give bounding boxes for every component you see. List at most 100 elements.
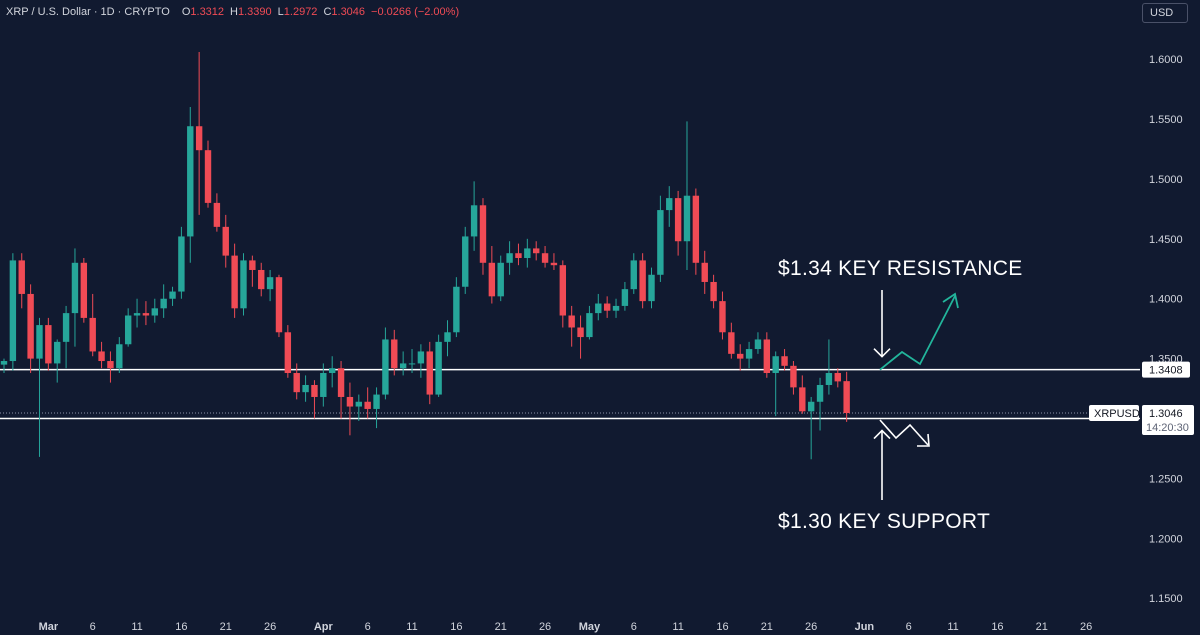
candle-body	[577, 327, 584, 338]
candle	[550, 253, 558, 270]
candles	[0, 51, 850, 460]
candle	[763, 332, 771, 378]
candle-body	[515, 253, 522, 259]
candle-body	[586, 313, 593, 338]
x-tick-label: 16	[991, 621, 1003, 633]
candle-body	[728, 332, 735, 354]
candle	[71, 248, 79, 347]
candle-body	[648, 274, 655, 302]
y-tick-label: 1.2000	[1149, 533, 1183, 545]
candle	[541, 246, 549, 268]
candle	[612, 298, 620, 318]
candle	[710, 274, 717, 309]
x-tick-label: 21	[761, 621, 773, 633]
candle	[417, 344, 425, 378]
candle-body	[240, 260, 247, 309]
support-pointer-arrowhead	[873, 429, 891, 440]
candle	[790, 361, 797, 395]
candle-body	[213, 202, 221, 227]
candle	[160, 284, 167, 318]
open-label: O	[181, 6, 191, 18]
candle-body	[80, 262, 88, 318]
candle-body	[36, 325, 43, 359]
candle	[328, 356, 336, 388]
candle	[799, 375, 806, 414]
candle	[249, 255, 256, 287]
candle-body	[320, 373, 327, 397]
candle	[728, 322, 735, 359]
currency-button[interactable]: USD	[1142, 3, 1188, 23]
candle	[435, 334, 442, 397]
candle	[54, 339, 61, 383]
candle	[426, 341, 433, 405]
candle-body	[391, 339, 398, 369]
x-tick-label: 21	[495, 621, 507, 633]
candle-body	[328, 368, 336, 374]
resistance-price-tag	[1142, 361, 1190, 378]
candle	[648, 267, 655, 309]
candle	[142, 301, 150, 326]
candle-body	[745, 349, 753, 359]
candle-body	[231, 255, 238, 309]
y-tick-label: 1.4000	[1149, 294, 1183, 306]
candle	[701, 250, 708, 294]
candle-body	[364, 401, 371, 409]
annotations: $1.34 KEY RESISTANCE $1.30 KEY SUPPORT	[778, 257, 1022, 533]
candle	[36, 317, 43, 457]
candle-body	[603, 303, 611, 311]
candle-body	[266, 277, 274, 290]
symbol-tag	[1089, 405, 1139, 422]
candle-body	[98, 351, 105, 362]
candle-body	[497, 262, 504, 297]
candle-body	[435, 341, 442, 395]
candle-body	[559, 265, 567, 316]
candle	[408, 349, 416, 374]
change-value: −0.0266 (−2.00%)	[371, 6, 460, 18]
candle-body	[399, 363, 407, 369]
chart-header: XRP / U.S. Dollar · 1D · CRYPTO O 1.3312 …	[6, 6, 459, 18]
candle-body	[790, 365, 797, 388]
candle-body	[45, 325, 52, 364]
candle-body	[18, 260, 25, 294]
candle-body	[630, 260, 637, 290]
candle-body	[674, 198, 682, 242]
candle-body	[444, 332, 451, 342]
candle	[621, 281, 629, 311]
x-axis: Mar 6 11 16 21 26 Apr 6 11 16 21 26 May 6 11 16 21 26 Jun 6…	[39, 621, 1093, 633]
candle-body	[337, 368, 345, 397]
y-tick-label: 1.5000	[1149, 174, 1183, 186]
candle-body	[169, 291, 176, 299]
x-tick-label: 11	[672, 621, 683, 633]
candle-body	[355, 401, 362, 407]
candle-body	[284, 332, 292, 374]
candle	[515, 243, 522, 266]
candle-body	[249, 260, 256, 270]
candle	[533, 241, 540, 261]
candle	[639, 253, 646, 309]
last-price-tag	[1142, 405, 1194, 436]
candle-body	[293, 373, 300, 393]
candle-body	[621, 289, 629, 306]
last-price-tag-label: 1.3046	[1149, 408, 1183, 420]
candle	[373, 387, 380, 429]
candle	[754, 332, 762, 354]
candle	[355, 394, 362, 421]
x-tick-label: 26	[264, 621, 276, 633]
candle	[719, 291, 726, 340]
close-label: C	[323, 6, 332, 18]
x-tick-label: Mar	[39, 621, 59, 633]
symbol-tag-label: XRPUSD	[1094, 408, 1140, 420]
candle-body	[151, 308, 158, 316]
candle-body	[825, 373, 833, 385]
candle	[807, 396, 815, 460]
candle-body	[54, 341, 61, 364]
candle	[391, 329, 398, 376]
candle-body	[275, 277, 283, 333]
candle-body	[754, 339, 762, 350]
candle-body	[816, 384, 824, 402]
low-label: L	[277, 6, 284, 18]
support-annotation: $1.30 KEY SUPPORT	[778, 510, 990, 533]
candle-body	[710, 281, 717, 302]
candle-body	[453, 286, 460, 333]
